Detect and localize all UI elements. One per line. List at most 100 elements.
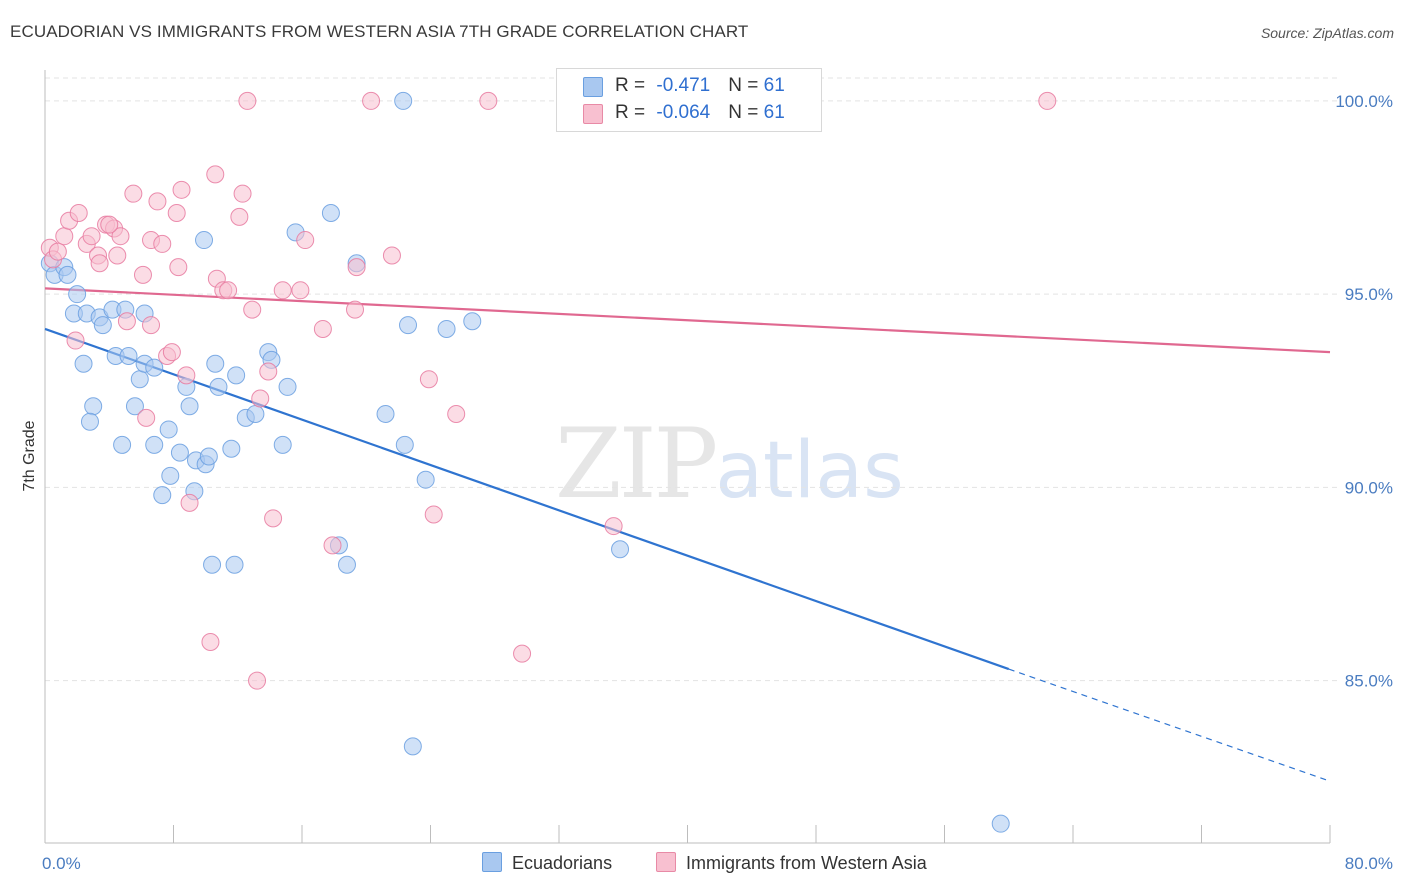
point-ecuadorians: [399, 316, 418, 335]
x-tick-label-min: 0.0%: [42, 854, 81, 873]
point-western-asia: [233, 184, 252, 203]
correlation-legend: R = -0.471 N = 61 R = -0.064 N = 61: [556, 68, 822, 132]
point-western-asia: [100, 215, 119, 234]
point-ecuadorians: [222, 439, 241, 458]
point-western-asia: [1038, 91, 1057, 110]
point-ecuadorians: [84, 397, 103, 416]
point-western-asia: [90, 254, 109, 273]
point-western-asia: [137, 408, 156, 427]
legend-n-value: 61: [763, 75, 785, 96]
point-western-asia: [296, 231, 315, 250]
point-western-asia: [419, 370, 438, 389]
legend-r-label: R =: [615, 75, 651, 96]
point-western-asia: [162, 343, 181, 362]
axes: [44, 70, 1331, 844]
point-western-asia: [291, 281, 310, 300]
point-ecuadorians: [611, 540, 630, 559]
point-ecuadorians: [463, 312, 482, 331]
point-ecuadorians: [74, 354, 93, 373]
point-western-asia: [447, 404, 466, 423]
point-western-asia: [111, 227, 130, 246]
point-western-asia: [238, 91, 257, 110]
point-ecuadorians: [321, 204, 340, 223]
point-ecuadorians: [394, 91, 413, 110]
point-western-asia: [251, 389, 270, 408]
y-tick-label: 95.0%: [1345, 285, 1393, 304]
point-western-asia: [180, 493, 199, 512]
trend-line-western-asia: [44, 287, 1331, 354]
legend-r-value: -0.064: [656, 102, 711, 123]
legend-label-ecuadorians: Ecuadorians: [512, 853, 613, 873]
point-ecuadorians: [278, 377, 297, 396]
y-axis-label: 7th Grade: [21, 420, 38, 491]
point-ecuadorians: [337, 555, 356, 574]
point-western-asia: [133, 265, 152, 284]
point-western-asia: [201, 633, 220, 652]
point-western-asia: [117, 312, 136, 331]
legend-n-label: N =: [728, 102, 764, 123]
point-western-asia: [346, 300, 365, 319]
point-ecuadorians: [209, 377, 228, 396]
point-ecuadorians: [376, 404, 395, 423]
trend-line-ecuadorians-extension: [1008, 668, 1331, 782]
point-ecuadorians: [273, 435, 292, 454]
point-ecuadorians: [125, 397, 144, 416]
point-western-asia: [243, 300, 262, 319]
point-western-asia: [248, 671, 267, 690]
point-western-asia: [153, 234, 172, 253]
point-ecuadorians: [225, 555, 244, 574]
point-ecuadorians: [180, 397, 199, 416]
point-western-asia: [108, 246, 127, 265]
point-ecuadorians: [58, 265, 77, 284]
point-ecuadorians: [80, 412, 99, 431]
point-western-asia: [273, 281, 292, 300]
y-tick-label: 85.0%: [1345, 672, 1393, 691]
source-label: Source: ZipAtlas.com: [1260, 25, 1394, 41]
point-western-asia: [479, 91, 498, 110]
point-western-asia: [362, 91, 381, 110]
point-western-asia: [48, 242, 67, 261]
point-ecuadorians: [395, 435, 414, 454]
point-western-asia: [259, 362, 278, 381]
point-ecuadorians: [416, 470, 435, 489]
point-western-asia: [219, 281, 238, 300]
point-ecuadorians: [145, 435, 164, 454]
tick-labels: 100.0% 95.0% 90.0% 85.0% 0.0% 80.0% 7th Grade: [21, 92, 1393, 873]
legend-swatch-blue: [482, 852, 502, 872]
watermark-atlas: atlas: [715, 426, 904, 516]
point-ecuadorians: [68, 285, 87, 304]
point-ecuadorians: [93, 316, 112, 335]
trend-lines: [44, 287, 1331, 782]
point-ecuadorians: [227, 366, 246, 385]
point-ecuadorians: [991, 814, 1010, 833]
legend-swatch-pink: [583, 104, 603, 124]
point-western-asia: [513, 644, 532, 663]
point-ecuadorians: [403, 737, 422, 756]
point-western-asia: [177, 366, 196, 385]
legend-swatch-blue: [583, 77, 603, 97]
point-western-asia: [230, 207, 249, 226]
point-western-asia: [424, 505, 443, 524]
chart-title: ECUADORIAN VS IMMIGRANTS FROM WESTERN AS…: [10, 22, 749, 41]
legend-r-value: -0.471: [656, 75, 711, 96]
point-western-asia: [148, 192, 167, 211]
point-western-asia: [82, 227, 101, 246]
watermark-zip: ZIP: [555, 408, 718, 520]
point-ecuadorians: [437, 319, 456, 338]
point-ecuadorians: [145, 358, 164, 377]
point-ecuadorians: [130, 370, 149, 389]
point-western-asia: [167, 204, 186, 223]
point-ecuadorians: [161, 466, 180, 485]
watermark: ZIPatlas: [555, 408, 904, 520]
y-tick-label: 100.0%: [1335, 92, 1393, 111]
legend-swatch-pink: [656, 852, 676, 872]
point-western-asia: [604, 517, 623, 536]
point-ecuadorians: [199, 447, 218, 466]
point-western-asia: [382, 246, 401, 265]
x-tick-label-max: 80.0%: [1345, 854, 1393, 873]
point-western-asia: [66, 331, 85, 350]
legend-label-western-asia: Immigrants from Western Asia: [686, 853, 927, 873]
point-ecuadorians: [170, 443, 189, 462]
point-western-asia: [313, 319, 332, 338]
